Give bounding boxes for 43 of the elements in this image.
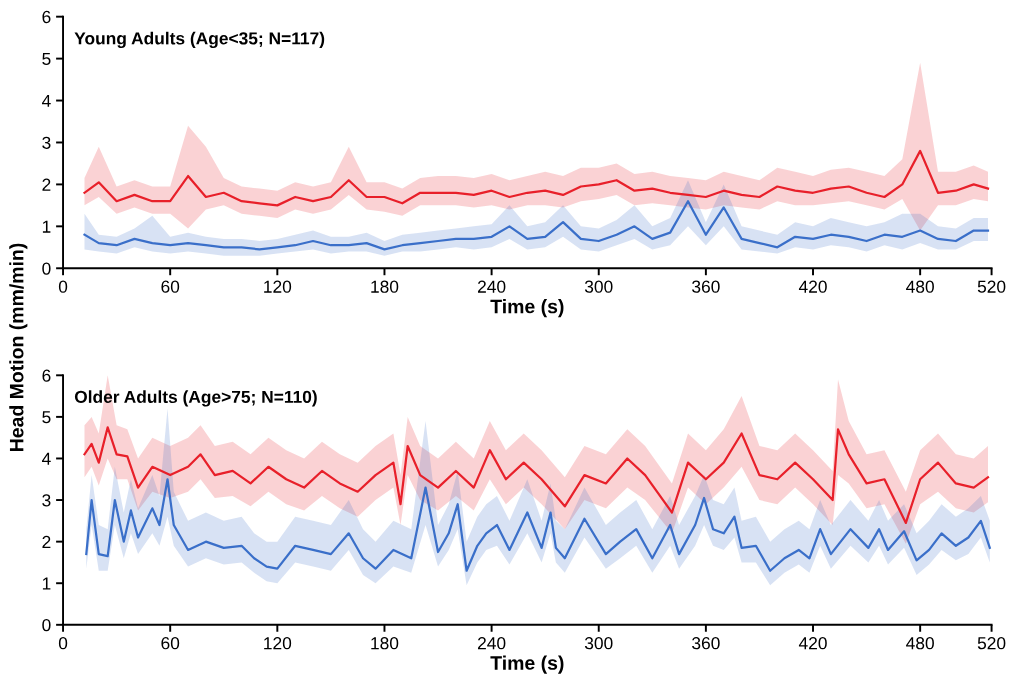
y-tick-label: 5 bbox=[42, 411, 51, 424]
y-tick-label: 0 bbox=[42, 618, 51, 632]
line-series bbox=[83, 426, 990, 525]
x-tick-label: 300 bbox=[584, 280, 613, 293]
text: Older Adults (Age>75; N=110) bbox=[74, 390, 317, 407]
x-tick-label: 180 bbox=[371, 280, 399, 293]
text: Young Adults (Age<35; N=117) bbox=[74, 31, 325, 49]
y-tick-label: 4 bbox=[41, 452, 51, 465]
y-tick-label: 6 bbox=[42, 10, 51, 24]
x-tick-label: 480 bbox=[906, 637, 934, 650]
y-axis-title: Head Motion (mm/min) bbox=[9, 243, 28, 451]
x-axis-title: Time (s) bbox=[490, 655, 564, 674]
y-tick-label: 2 bbox=[42, 178, 51, 191]
y-tick-label: 3 bbox=[42, 494, 51, 507]
y-tick-label: 5 bbox=[42, 52, 51, 66]
x-tick-label: 240 bbox=[477, 637, 506, 650]
x-tick-label: 480 bbox=[906, 280, 934, 293]
line-series bbox=[83, 149, 990, 207]
y-tick-label: 1 bbox=[42, 220, 51, 233]
x-tick-label: 180 bbox=[371, 637, 399, 650]
x-tick-label: 0 bbox=[58, 280, 68, 293]
x-tick-label: 300 bbox=[584, 637, 613, 650]
x-tick-label: 520 bbox=[977, 280, 1006, 293]
x-tick-label: 360 bbox=[692, 637, 720, 650]
x-tick-label: 120 bbox=[264, 637, 292, 650]
y-tick-label: 0 bbox=[42, 262, 51, 275]
line-series bbox=[83, 200, 990, 251]
x-tick-label: 420 bbox=[798, 280, 827, 293]
x-tick-label: 0 bbox=[58, 637, 68, 650]
x-tick-label: 60 bbox=[161, 637, 180, 650]
x-axis-title: Time (s) bbox=[490, 299, 564, 318]
line-series bbox=[85, 478, 991, 572]
x-tick-label: 520 bbox=[977, 637, 1006, 650]
y-tick-label: 4 bbox=[41, 94, 51, 107]
x-tick-label: 360 bbox=[692, 280, 720, 293]
y-tick-label: 6 bbox=[42, 369, 51, 382]
y-tick-label: 2 bbox=[42, 535, 51, 548]
x-tick-label: 60 bbox=[161, 280, 180, 293]
x-tick-label: 120 bbox=[264, 280, 292, 293]
x-tick-label: 420 bbox=[798, 637, 827, 650]
y-tick-label: 3 bbox=[42, 136, 51, 149]
x-tick-label: 240 bbox=[477, 280, 506, 293]
y-tick-label: 1 bbox=[42, 577, 51, 590]
